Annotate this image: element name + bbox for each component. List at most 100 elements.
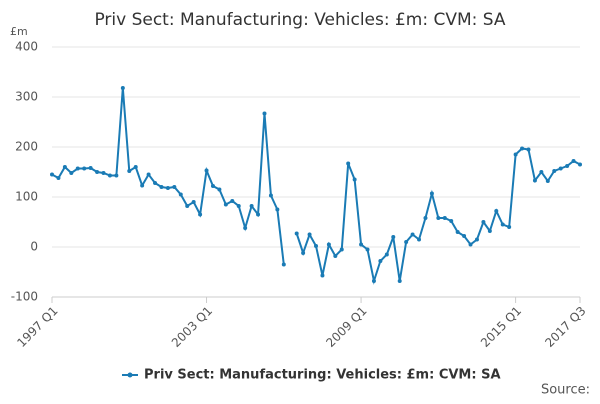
point <box>545 179 550 183</box>
point <box>578 162 582 167</box>
point <box>223 202 228 207</box>
point <box>281 262 286 267</box>
x-tick-label: 2017 Q3 <box>542 304 588 350</box>
point <box>243 226 248 230</box>
point <box>210 184 215 188</box>
legend-marker <box>127 372 133 378</box>
point <box>404 240 409 244</box>
point <box>230 199 235 203</box>
y-tick-label: 100 <box>15 190 38 204</box>
point <box>423 216 428 220</box>
point <box>346 161 351 166</box>
point <box>333 254 338 258</box>
point <box>50 172 54 177</box>
point <box>397 279 402 283</box>
point <box>532 178 537 183</box>
y-tick-label: 200 <box>15 140 38 154</box>
point <box>178 192 183 197</box>
point <box>114 173 119 178</box>
point <box>191 200 196 204</box>
point <box>69 171 74 175</box>
point <box>526 147 531 152</box>
point <box>294 231 299 236</box>
point <box>133 165 138 169</box>
point <box>371 279 376 283</box>
point <box>378 259 383 263</box>
point <box>146 172 151 177</box>
point <box>442 216 447 220</box>
x-tick-label: 2003 Q1 <box>169 304 215 350</box>
point <box>56 176 61 180</box>
point <box>165 186 170 190</box>
point <box>75 166 80 171</box>
point <box>429 191 434 196</box>
point <box>410 232 415 237</box>
point <box>127 169 132 173</box>
point <box>249 204 254 208</box>
point <box>539 170 544 174</box>
point <box>494 209 499 213</box>
point <box>301 251 306 255</box>
point <box>384 252 389 257</box>
point <box>262 111 267 116</box>
point <box>552 169 557 173</box>
point <box>462 234 467 238</box>
point <box>474 237 479 242</box>
point <box>198 212 203 217</box>
point <box>82 166 87 171</box>
point <box>140 183 145 188</box>
y-tick-label: 400 <box>15 40 38 54</box>
point <box>172 185 177 189</box>
point <box>391 235 396 239</box>
point <box>107 173 112 178</box>
source: Source: <box>541 383 590 398</box>
point <box>120 86 125 90</box>
point <box>236 204 241 208</box>
point <box>275 207 280 212</box>
point <box>314 244 318 248</box>
point <box>268 193 273 198</box>
point <box>487 229 492 233</box>
point <box>513 152 518 157</box>
point <box>320 273 325 278</box>
point <box>101 171 106 175</box>
point <box>500 222 505 227</box>
point <box>449 219 454 223</box>
point <box>95 170 100 174</box>
x-tick-label: 1997 Q1 <box>14 304 60 350</box>
y-tick-label: 300 <box>15 90 38 104</box>
point <box>455 230 460 234</box>
point <box>558 166 563 171</box>
series-line <box>51 87 581 285</box>
point <box>436 216 441 220</box>
y-unit: £m <box>10 25 28 38</box>
point <box>565 164 570 168</box>
point <box>339 247 344 252</box>
x-tick-label: 2015 Q1 <box>478 304 524 350</box>
point <box>204 168 209 173</box>
y-tick-label: 0 <box>30 240 38 254</box>
point <box>352 177 357 182</box>
point <box>571 159 576 163</box>
point <box>481 220 486 224</box>
point <box>417 237 422 242</box>
point <box>507 225 512 229</box>
point <box>256 212 261 217</box>
legend-label: Priv Sect: Manufacturing: Vehicles: £m: … <box>144 368 501 383</box>
point <box>307 232 312 237</box>
point <box>326 242 331 247</box>
point <box>88 166 93 170</box>
point <box>365 247 370 252</box>
point <box>62 165 67 169</box>
point <box>468 242 473 247</box>
point <box>359 242 364 247</box>
point <box>159 185 164 189</box>
y-tick-label: -100 <box>11 290 38 304</box>
point <box>520 146 525 151</box>
chart-title: Priv Sect: Manufacturing: Vehicles: £m: … <box>94 10 505 30</box>
x-tick-label: 2009 Q1 <box>323 304 369 350</box>
point <box>185 204 190 208</box>
point <box>217 187 222 192</box>
point <box>153 181 158 185</box>
